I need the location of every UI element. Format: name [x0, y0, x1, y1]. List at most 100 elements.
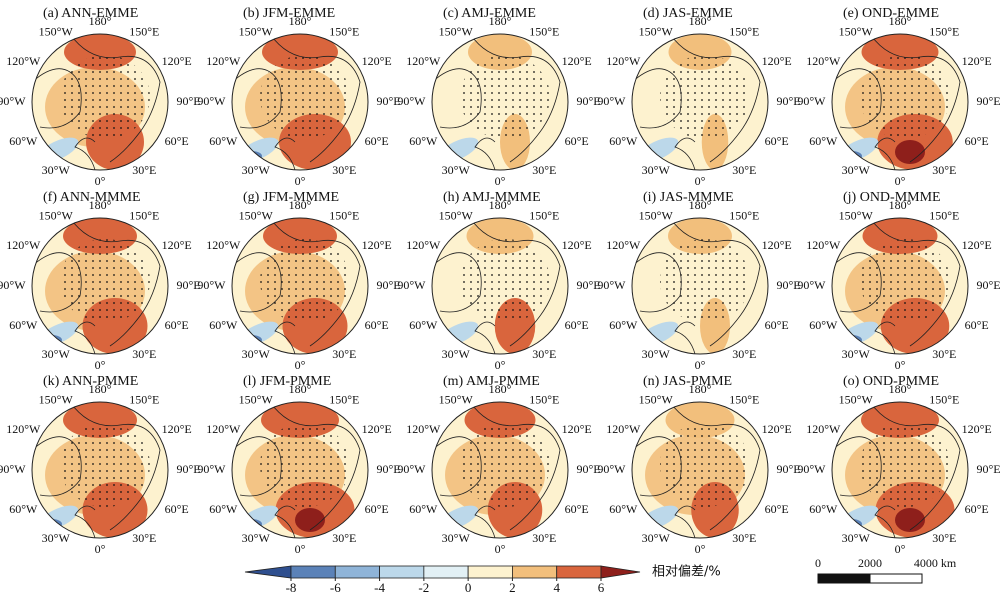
map-field [832, 34, 968, 170]
coastline [874, 137, 896, 170]
longitude-label: 0° [295, 542, 306, 556]
stipple [260, 55, 350, 139]
longitude-label: 0° [695, 358, 706, 372]
map-border [231, 401, 369, 539]
longitude-label: 120°E [162, 238, 192, 252]
panel-title: (g) JFM-MMME [243, 190, 339, 205]
longitude-label: 30°W [642, 347, 671, 361]
coastline [432, 436, 482, 497]
longitude-label: 150°E [929, 392, 959, 406]
colorbar-tick-label: 4 [553, 580, 560, 595]
longitude-label: 90°W [197, 462, 226, 476]
stipple [60, 55, 150, 139]
coastline [669, 218, 761, 347]
map-border [231, 33, 369, 171]
longitude-label: 30°E [132, 163, 156, 177]
longitude-label: 60°E [765, 502, 789, 516]
longitude-label: 120°W [606, 238, 641, 252]
longitude-label: 30°W [842, 347, 871, 361]
longitude-label: 150°E [929, 24, 959, 38]
longitude-label: 30°W [42, 163, 71, 177]
coastline [432, 252, 482, 313]
longitude-label: 150°E [129, 24, 159, 38]
longitude-label: 120°E [962, 422, 992, 436]
longitude-label: 120°W [406, 238, 441, 252]
longitude-label: 30°E [532, 347, 556, 361]
longitude-label: 60°E [365, 502, 389, 516]
longitude-label: 180° [289, 382, 312, 396]
longitude-label: 0° [95, 358, 106, 372]
longitude-label: 150°W [439, 24, 474, 38]
longitude-label: 30°W [642, 163, 671, 177]
longitude-label: 150°W [439, 208, 474, 222]
longitude-label: 30°E [332, 163, 356, 177]
longitude-label: 60°W [609, 318, 638, 332]
coastline [869, 34, 961, 163]
map-border [431, 401, 569, 539]
longitude-label: 150°W [239, 392, 274, 406]
longitude-label: 90°E [176, 278, 200, 292]
coastline [832, 436, 882, 497]
longitude-label: 120°W [806, 54, 841, 68]
map-field [632, 34, 768, 170]
longitude-label: 180° [289, 14, 312, 28]
longitude-label: 150°E [329, 392, 359, 406]
longitude-label: 60°W [209, 502, 238, 516]
longitude-label: 30°E [532, 531, 556, 545]
map-field [32, 34, 168, 170]
longitude-label: 180° [89, 198, 112, 212]
longitude-label: 0° [295, 358, 306, 372]
longitude-label: 90°E [776, 278, 800, 292]
coastline [32, 252, 82, 313]
longitude-label: 180° [889, 382, 912, 396]
stipple [660, 55, 750, 139]
panel-title: (e) OND-EMME [843, 6, 939, 21]
map-field [832, 218, 968, 354]
longitude-label: 60°E [765, 318, 789, 332]
longitude-label: 60°W [209, 134, 238, 148]
longitude-label: 30°W [842, 531, 871, 545]
longitude-label: 120°E [962, 54, 992, 68]
colorbar-tick-label: -4 [374, 580, 385, 595]
longitude-label: 150°W [239, 24, 274, 38]
colorbar-segment [334, 565, 380, 579]
colorbar-tick-label: -6 [330, 580, 341, 595]
coastline [869, 402, 961, 531]
coastline [269, 34, 361, 163]
longitude-label: 90°E [976, 462, 1000, 476]
longitude-label: 150°W [439, 392, 474, 406]
map-field [432, 402, 568, 538]
longitude-label: 90°W [0, 278, 26, 292]
longitude-label: 120°E [362, 54, 392, 68]
coastline [669, 34, 761, 163]
panel-title: (l) JFM-PMME [243, 374, 331, 389]
longitude-label: 90°W [797, 278, 826, 292]
longitude-label: 30°E [932, 347, 956, 361]
longitude-label: 120°E [362, 238, 392, 252]
longitude-label: 60°E [565, 502, 589, 516]
longitude-label: 60°E [765, 134, 789, 148]
longitude-label: 150°E [329, 208, 359, 222]
longitude-label: 60°W [809, 502, 838, 516]
longitude-label: 150°W [239, 208, 274, 222]
longitude-label: 180° [889, 198, 912, 212]
stipple [60, 423, 150, 507]
longitude-label: 60°W [609, 134, 638, 148]
longitude-label: 150°E [329, 24, 359, 38]
longitude-label: 90°E [576, 94, 600, 108]
colorbar-tick-label: 6 [598, 580, 605, 595]
longitude-label: 120°W [406, 422, 441, 436]
stipple [660, 239, 750, 323]
longitude-label: 60°E [565, 134, 589, 148]
longitude-label: 150°E [729, 392, 759, 406]
longitude-label: 120°W [606, 54, 641, 68]
longitude-label: 90°E [576, 462, 600, 476]
coastline [74, 505, 96, 538]
colorbar-segment [512, 565, 558, 579]
